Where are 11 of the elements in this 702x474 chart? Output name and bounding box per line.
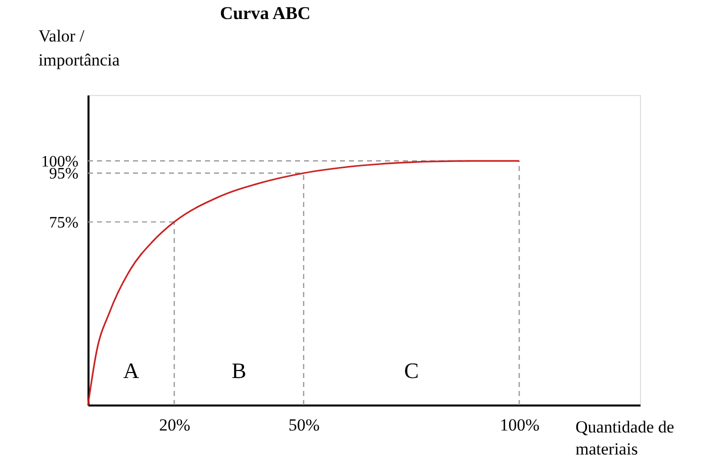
x-tick-label: 50%	[288, 416, 320, 434]
y-tick-label: 75%	[49, 214, 78, 232]
y-axis-title: Valor / importância	[38, 26, 120, 70]
chart-title: Curva ABC	[220, 3, 311, 23]
annotation: C	[404, 358, 419, 383]
line-series	[87, 160, 520, 406]
annotation: A	[123, 358, 140, 383]
x-tick-label: 100%	[500, 416, 540, 434]
x-tick-label: 20%	[159, 416, 190, 434]
annotation: B	[232, 358, 246, 383]
x-axis-title: Quantidade de materiais	[576, 418, 674, 458]
